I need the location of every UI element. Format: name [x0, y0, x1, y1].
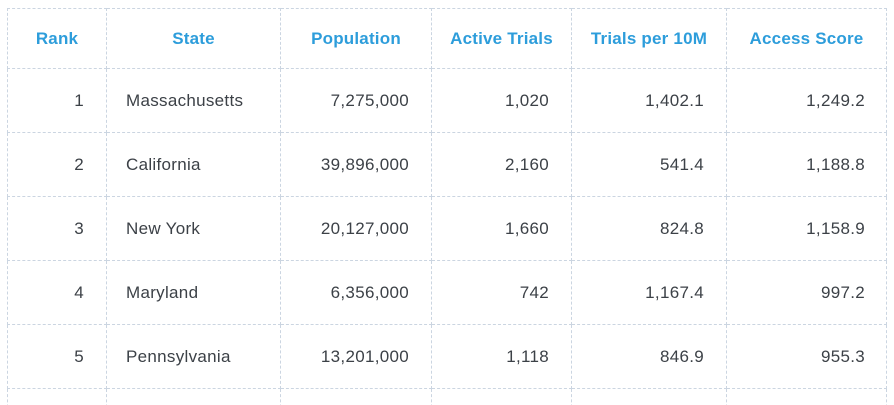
table-row: 4 Maryland 6,356,000 742 1,167.4 997.2 [7, 260, 887, 325]
cell-population: 20,127,000 [280, 196, 432, 261]
cell-state: Pennsylvania [106, 324, 281, 389]
cell-state: California [106, 132, 281, 197]
cell-population: 6,356,000 [280, 260, 432, 325]
cell-population: 39,896,000 [280, 132, 432, 197]
header-trials-per-10m: Trials per 10M [571, 8, 727, 69]
cell-trials-per-10m [571, 388, 727, 405]
header-rank: Rank [7, 8, 107, 69]
cell-rank: 2 [7, 132, 107, 197]
cell-active-trials: 1,020 [431, 68, 572, 133]
cell-population: 7,275,000 [280, 68, 432, 133]
cell-population [280, 388, 432, 405]
cell-trials-per-10m: 824.8 [571, 196, 727, 261]
cell-trials-per-10m: 1,167.4 [571, 260, 727, 325]
cell-access-score: 1,249.2 [726, 68, 887, 133]
cell-access-score: 955.3 [726, 324, 887, 389]
header-population: Population [280, 8, 432, 69]
table-row-partial [7, 388, 887, 405]
header-active-trials: Active Trials [431, 8, 572, 69]
cell-active-trials: 1,118 [431, 324, 572, 389]
table-row: 2 California 39,896,000 2,160 541.4 1,18… [7, 132, 887, 197]
table-row: 3 New York 20,127,000 1,660 824.8 1,158.… [7, 196, 887, 261]
cell-trials-per-10m: 1,402.1 [571, 68, 727, 133]
cell-rank [7, 388, 107, 405]
table-row: 1 Massachusetts 7,275,000 1,020 1,402.1 … [7, 68, 887, 133]
cell-state: New York [106, 196, 281, 261]
cell-state: Maryland [106, 260, 281, 325]
cell-rank: 1 [7, 68, 107, 133]
cell-rank: 4 [7, 260, 107, 325]
cell-state: Massachusetts [106, 68, 281, 133]
cell-access-score: 997.2 [726, 260, 887, 325]
cell-population: 13,201,000 [280, 324, 432, 389]
cell-access-score: 1,188.8 [726, 132, 887, 197]
cell-rank: 5 [7, 324, 107, 389]
header-access-score: Access Score [726, 8, 887, 69]
cell-access-score [726, 388, 887, 405]
cell-trials-per-10m: 541.4 [571, 132, 727, 197]
cell-active-trials: 1,660 [431, 196, 572, 261]
cell-active-trials: 2,160 [431, 132, 572, 197]
cell-active-trials [431, 388, 572, 405]
cell-trials-per-10m: 846.9 [571, 324, 727, 389]
header-state: State [106, 8, 281, 69]
cell-access-score: 1,158.9 [726, 196, 887, 261]
header-row: Rank State Population Active Trials Tria… [7, 8, 887, 69]
cell-rank: 3 [7, 196, 107, 261]
cell-active-trials: 742 [431, 260, 572, 325]
trial-access-table: Rank State Population Active Trials Tria… [7, 8, 887, 405]
cell-state [106, 388, 281, 405]
table-row: 5 Pennsylvania 13,201,000 1,118 846.9 95… [7, 324, 887, 389]
